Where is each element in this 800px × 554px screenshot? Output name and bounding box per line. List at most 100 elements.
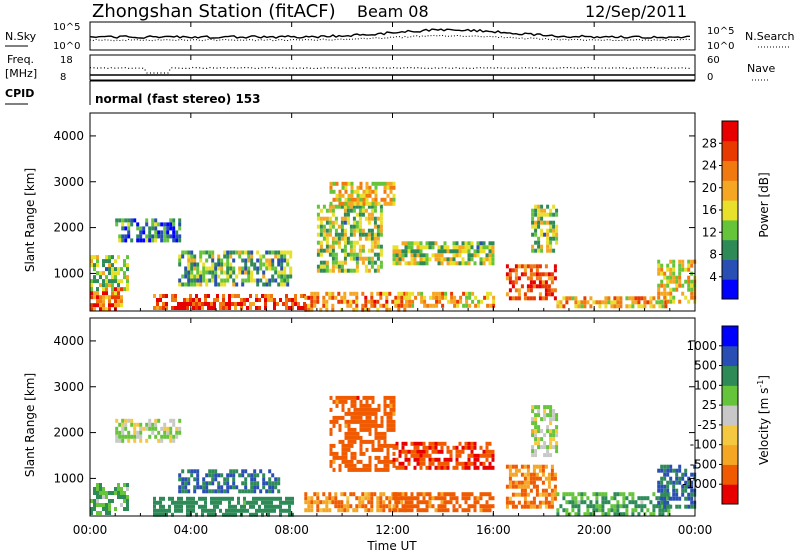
velocity-cell xyxy=(488,449,492,454)
velocity-cell xyxy=(386,427,390,432)
power-cell xyxy=(349,204,353,209)
velocity-ylabel: Slant Range [km] xyxy=(23,373,37,477)
velocity-cell xyxy=(455,461,459,466)
power-cell xyxy=(389,201,393,206)
power-cell xyxy=(325,232,329,237)
power-cell xyxy=(529,272,533,277)
power-cell xyxy=(398,261,402,266)
power-cell xyxy=(453,295,457,300)
power-cell xyxy=(385,307,389,312)
power-cell xyxy=(196,270,200,275)
velocity-cell xyxy=(517,468,521,473)
velocity-cell xyxy=(166,426,170,431)
velocity-cell xyxy=(341,455,345,460)
power-cell xyxy=(553,264,557,269)
velocity-cell xyxy=(616,492,620,497)
power-cell xyxy=(386,193,390,198)
power-cell xyxy=(529,284,533,289)
velocity-cell xyxy=(190,469,194,474)
power-cell xyxy=(687,267,691,272)
velocity-cell xyxy=(175,430,179,435)
power-cell xyxy=(517,264,521,269)
power-cell xyxy=(540,244,544,249)
velocity-cell xyxy=(386,423,390,428)
power-cell xyxy=(367,236,371,241)
power-cell xyxy=(361,260,365,265)
power-cell xyxy=(93,263,96,268)
velocity-cell xyxy=(389,459,393,464)
power-cell xyxy=(678,299,682,304)
velocity-cell xyxy=(488,492,492,497)
velocity-cell xyxy=(640,508,644,513)
power-cell xyxy=(331,244,335,249)
velocity-cell xyxy=(446,461,450,466)
power-cell xyxy=(322,299,326,304)
velocity-cell xyxy=(169,438,173,443)
velocity-cell xyxy=(482,453,486,458)
velocity-cell xyxy=(115,438,119,443)
power-cell xyxy=(90,259,93,264)
power-cell xyxy=(419,253,423,258)
power-cell xyxy=(413,253,417,258)
power-cell xyxy=(268,266,272,271)
velocity-cell xyxy=(344,395,348,400)
velocity-cell xyxy=(407,457,411,462)
power-cell xyxy=(382,303,386,308)
velocity-cell xyxy=(153,504,156,509)
velocity-cell xyxy=(262,485,266,490)
power-cell xyxy=(458,253,462,258)
velocity-cell xyxy=(595,508,599,513)
power-cell xyxy=(531,216,535,221)
power-cell xyxy=(453,303,457,308)
power-cell xyxy=(90,263,93,268)
power-cell xyxy=(207,294,210,298)
power-cell xyxy=(130,222,134,227)
power-cell xyxy=(117,303,120,308)
power-cell xyxy=(543,208,547,213)
velocity-cell xyxy=(666,480,670,485)
velocity-cell xyxy=(537,405,541,410)
power-cell xyxy=(379,264,383,269)
power-cell xyxy=(364,256,368,261)
power-cell xyxy=(407,261,411,266)
velocity-cell xyxy=(546,445,550,450)
velocity-cell xyxy=(660,488,664,493)
velocity-cell xyxy=(365,395,369,400)
power-cell xyxy=(462,291,466,296)
velocity-cell xyxy=(268,485,272,490)
power-cell xyxy=(235,250,239,255)
power-cell xyxy=(553,288,557,293)
power-cell xyxy=(166,238,170,243)
velocity-cell xyxy=(461,449,465,454)
velocity-cell xyxy=(282,508,285,513)
power-cell xyxy=(201,302,204,306)
velocity-cell xyxy=(193,485,197,490)
velocity-cell xyxy=(373,492,377,497)
velocity-cell xyxy=(532,500,536,505)
velocity-cell xyxy=(99,483,102,487)
power-cell xyxy=(205,282,209,287)
velocity-cell xyxy=(610,496,614,501)
velocity-cell xyxy=(234,504,237,509)
power-cell xyxy=(204,298,207,302)
power-cell xyxy=(329,201,333,206)
velocity-cell xyxy=(368,395,372,400)
velocity-cell xyxy=(505,504,509,509)
power-cell xyxy=(322,260,326,265)
power-cell xyxy=(546,240,550,245)
power-cell xyxy=(488,257,492,262)
power-cell xyxy=(208,254,212,259)
power-cell xyxy=(538,280,542,285)
power-cell xyxy=(358,208,362,213)
power-cell xyxy=(190,254,194,259)
power-cell xyxy=(241,278,245,283)
power-cell xyxy=(687,283,691,288)
velocity-cell xyxy=(574,504,578,509)
power-cell xyxy=(465,291,469,296)
power-cell xyxy=(268,262,272,267)
x-tick-label: 20:00 xyxy=(577,523,612,537)
power-cell xyxy=(534,248,538,253)
velocity-cell xyxy=(271,485,275,490)
velocity-cell xyxy=(307,504,311,509)
